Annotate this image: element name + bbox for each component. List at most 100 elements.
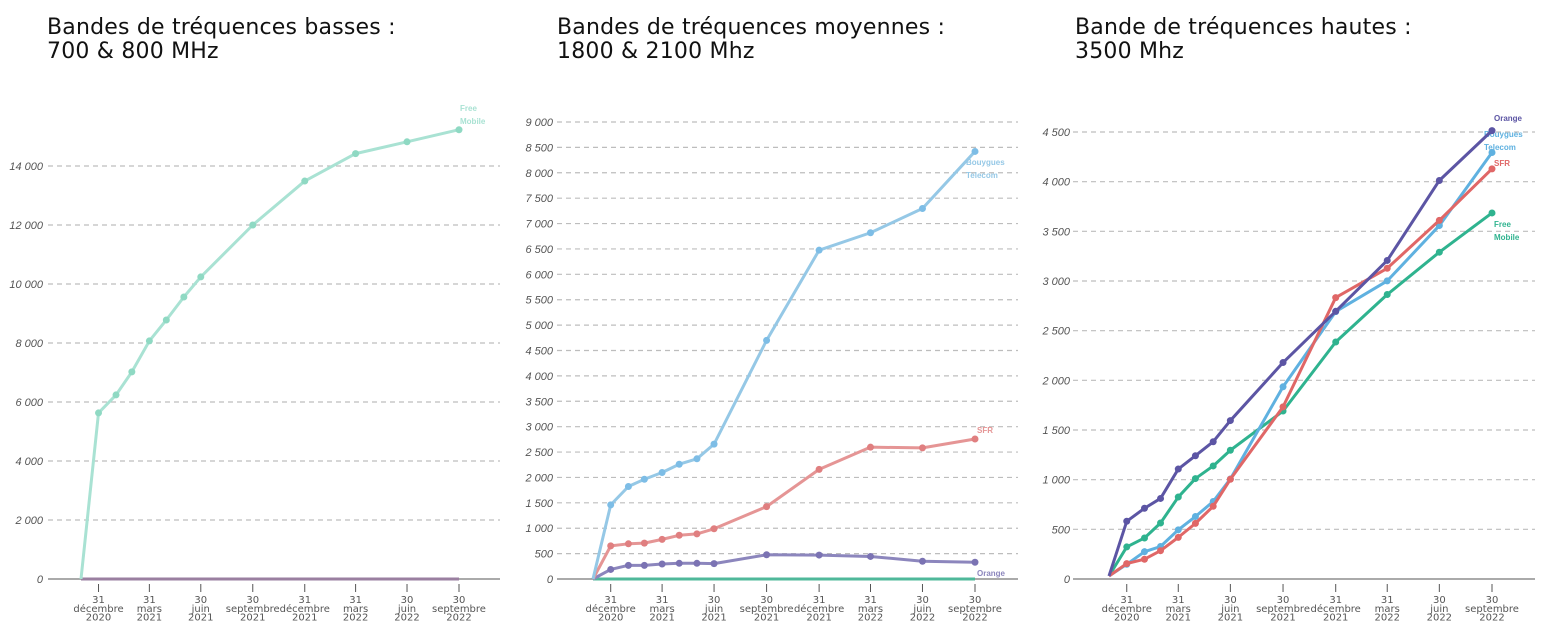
y-tick-label: 10 000 xyxy=(9,279,44,291)
data-point xyxy=(675,460,683,468)
data-point xyxy=(1332,338,1340,346)
x-tick-label: 2020 xyxy=(598,613,623,624)
x-tick-label: juin xyxy=(912,604,931,615)
data-point xyxy=(1332,307,1340,315)
data-point xyxy=(1174,533,1182,541)
series-label: Orange xyxy=(977,569,1006,578)
data-point xyxy=(710,525,718,533)
data-point xyxy=(658,560,666,568)
x-tick-label: 30 xyxy=(760,595,773,606)
data-point xyxy=(95,409,103,417)
x-tick-label: 2021 xyxy=(137,613,162,624)
x-tick-label: décembre xyxy=(1102,603,1152,615)
x-tick-label: 31 xyxy=(1172,595,1185,606)
y-tick-label: 7 000 xyxy=(525,219,553,231)
y-tick-label: 1 000 xyxy=(1042,475,1070,487)
x-tick-label: 30 xyxy=(1433,595,1446,606)
data-point xyxy=(1226,446,1234,454)
data-point xyxy=(1332,294,1340,302)
data-point xyxy=(1435,176,1443,184)
x-tick-label: septembre xyxy=(740,604,794,615)
data-point xyxy=(1209,462,1217,470)
x-tick-label: septembre xyxy=(1465,604,1519,615)
x-tick-label: mars xyxy=(137,604,162,615)
data-point xyxy=(1140,548,1148,556)
data-point xyxy=(1174,526,1182,534)
series-line xyxy=(591,437,976,580)
data-point xyxy=(197,273,205,281)
x-tick-label: 31 xyxy=(656,595,669,606)
x-tick-label: décembre xyxy=(73,603,123,615)
y-tick-label: 2 000 xyxy=(1041,375,1070,387)
x-tick-label: mars xyxy=(858,604,883,615)
x-tick-label: décembre xyxy=(586,603,636,615)
series-line xyxy=(1107,211,1493,577)
x-tick-label: 2021 xyxy=(1270,613,1295,624)
data-point xyxy=(624,540,632,548)
x-tick-label: 31 xyxy=(604,595,617,606)
x-tick-label: septembre xyxy=(1256,604,1310,615)
data-point xyxy=(1209,502,1217,510)
x-tick-label: juin xyxy=(1429,604,1448,615)
x-tick-label: septembre xyxy=(948,604,1002,615)
data-point xyxy=(1488,148,1496,156)
x-tick-label: 2022 xyxy=(962,613,987,624)
data-point xyxy=(867,443,875,451)
series-label: Mobile xyxy=(460,117,486,126)
title-line: Bande de tréquences hautes : xyxy=(1075,15,1412,40)
y-tick-label: 1 500 xyxy=(525,498,553,510)
x-tick-label: décembre xyxy=(280,603,330,615)
series-0: Free Mobile xyxy=(1107,209,1520,577)
y-tick-label: 14 000 xyxy=(9,161,44,173)
y-tick-label: 0 xyxy=(1064,574,1071,586)
y-tick-label: 9 000 xyxy=(525,117,553,129)
data-point xyxy=(1174,493,1182,501)
y-tick-label: 2 500 xyxy=(1041,326,1070,338)
y-tick-label: 6 000 xyxy=(15,397,43,409)
x-tick-label: mars xyxy=(343,604,368,615)
data-point xyxy=(693,559,701,567)
data-point xyxy=(971,147,979,155)
data-point xyxy=(675,531,683,539)
series-label: Free xyxy=(460,104,477,113)
x-tick-label: mars xyxy=(1375,604,1400,615)
data-point xyxy=(1226,475,1234,483)
y-tick-label: 2 000 xyxy=(14,515,43,527)
series-line xyxy=(591,150,977,580)
y-tick-label: 3 500 xyxy=(525,396,553,408)
title-line: Bandes de tréquences basses : xyxy=(47,15,396,40)
x-tick-label: 2022 xyxy=(910,613,935,624)
data-point xyxy=(1123,560,1131,568)
data-point xyxy=(1157,519,1165,527)
title-line: Bandes de tréquences moyennes : xyxy=(557,15,946,40)
data-point xyxy=(128,368,136,376)
data-point xyxy=(1123,543,1131,551)
x-tick-label: 31 xyxy=(143,595,156,606)
x-tick-label: 31 xyxy=(1120,595,1133,606)
line-chart-2: 0 500 1 000 1 500 2 000 2 500 3 000 3 500 4 000 4… xyxy=(1041,114,1535,624)
data-point xyxy=(658,468,666,476)
x-tick-label: 2022 xyxy=(394,613,419,624)
data-point xyxy=(1383,256,1391,264)
y-tick-label: 4 000 xyxy=(1042,177,1070,189)
y-tick-label: 0 xyxy=(547,574,554,586)
chart-title-high-band: Bande de tréquences hautes : 3500 Mhz xyxy=(1075,16,1412,64)
data-point xyxy=(249,221,257,229)
x-tick-label: juin xyxy=(397,604,416,615)
y-tick-label: 2 000 xyxy=(524,472,553,484)
data-point xyxy=(1383,277,1391,285)
y-tick-label: 4 000 xyxy=(15,456,43,468)
x-tick-label: 2021 xyxy=(1166,613,1191,624)
x-tick-label: 30 xyxy=(969,595,982,606)
x-tick-label: 2021 xyxy=(1323,613,1348,624)
x-tick-label: 31 xyxy=(349,595,362,606)
data-point xyxy=(640,475,648,483)
x-tick-label: septembre xyxy=(432,604,486,615)
series-label: Mobile xyxy=(1494,233,1520,242)
data-point xyxy=(867,229,875,237)
data-point xyxy=(1140,555,1148,563)
data-point xyxy=(658,535,666,543)
data-point xyxy=(693,455,701,463)
data-point xyxy=(1140,504,1148,512)
